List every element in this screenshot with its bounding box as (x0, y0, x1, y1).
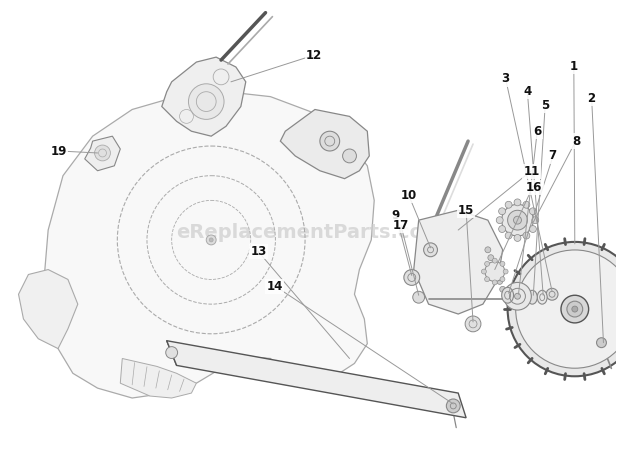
Circle shape (494, 271, 500, 276)
Circle shape (404, 269, 420, 285)
Circle shape (596, 338, 606, 348)
Circle shape (423, 243, 438, 257)
Text: 14: 14 (266, 280, 283, 293)
Circle shape (529, 208, 536, 215)
Circle shape (485, 277, 490, 281)
Polygon shape (162, 57, 246, 136)
Circle shape (546, 288, 558, 300)
Circle shape (523, 201, 530, 208)
Text: 16: 16 (526, 181, 542, 194)
Polygon shape (19, 269, 78, 349)
Polygon shape (43, 92, 374, 398)
Circle shape (209, 238, 213, 242)
Circle shape (503, 269, 508, 274)
Circle shape (515, 293, 520, 299)
Text: 10: 10 (401, 189, 417, 202)
Circle shape (166, 347, 177, 358)
Circle shape (413, 291, 425, 303)
Text: 5: 5 (541, 99, 549, 112)
Circle shape (95, 145, 110, 161)
Polygon shape (280, 110, 370, 178)
Text: 4: 4 (523, 85, 531, 98)
Text: 12: 12 (306, 48, 322, 62)
Circle shape (188, 84, 224, 119)
Ellipse shape (502, 288, 513, 303)
Circle shape (532, 217, 539, 224)
Circle shape (485, 261, 490, 267)
Circle shape (513, 216, 521, 224)
Circle shape (488, 255, 494, 260)
Circle shape (482, 269, 486, 274)
Circle shape (523, 232, 530, 239)
Circle shape (503, 282, 531, 310)
Text: 15: 15 (458, 204, 474, 217)
Circle shape (498, 226, 505, 233)
Circle shape (567, 301, 583, 317)
Text: 11: 11 (523, 165, 539, 178)
Circle shape (516, 250, 620, 368)
Text: eReplacementParts.com: eReplacementParts.com (176, 224, 444, 242)
Circle shape (572, 306, 578, 312)
Text: 9: 9 (392, 209, 400, 222)
Circle shape (320, 131, 340, 151)
Circle shape (529, 226, 536, 233)
Text: 8: 8 (573, 135, 581, 148)
Polygon shape (120, 358, 197, 398)
Text: 6: 6 (533, 125, 541, 138)
Polygon shape (414, 210, 503, 314)
Circle shape (497, 279, 503, 284)
Text: 13: 13 (250, 245, 267, 258)
Circle shape (508, 210, 528, 230)
Circle shape (446, 399, 460, 413)
Circle shape (485, 247, 491, 253)
Text: 1: 1 (570, 60, 578, 73)
Text: 19: 19 (51, 145, 67, 158)
Circle shape (206, 235, 216, 245)
Circle shape (485, 261, 505, 281)
Circle shape (508, 242, 620, 376)
Circle shape (343, 149, 356, 163)
Circle shape (465, 316, 481, 332)
Circle shape (492, 280, 497, 285)
Circle shape (500, 261, 505, 267)
Circle shape (500, 277, 505, 281)
Circle shape (491, 263, 497, 268)
Circle shape (514, 234, 521, 241)
Polygon shape (85, 136, 120, 171)
Ellipse shape (538, 290, 547, 304)
Text: 17: 17 (393, 219, 409, 232)
Circle shape (498, 208, 505, 215)
Text: 3: 3 (502, 72, 510, 85)
Circle shape (505, 232, 512, 239)
Circle shape (502, 205, 533, 236)
Ellipse shape (528, 290, 538, 304)
Circle shape (496, 217, 503, 224)
Circle shape (500, 286, 506, 292)
Circle shape (514, 199, 521, 206)
Circle shape (561, 295, 588, 323)
Text: 2: 2 (588, 92, 596, 105)
Text: 7: 7 (548, 150, 556, 163)
Polygon shape (167, 341, 466, 418)
Circle shape (505, 201, 512, 208)
Circle shape (492, 258, 497, 263)
